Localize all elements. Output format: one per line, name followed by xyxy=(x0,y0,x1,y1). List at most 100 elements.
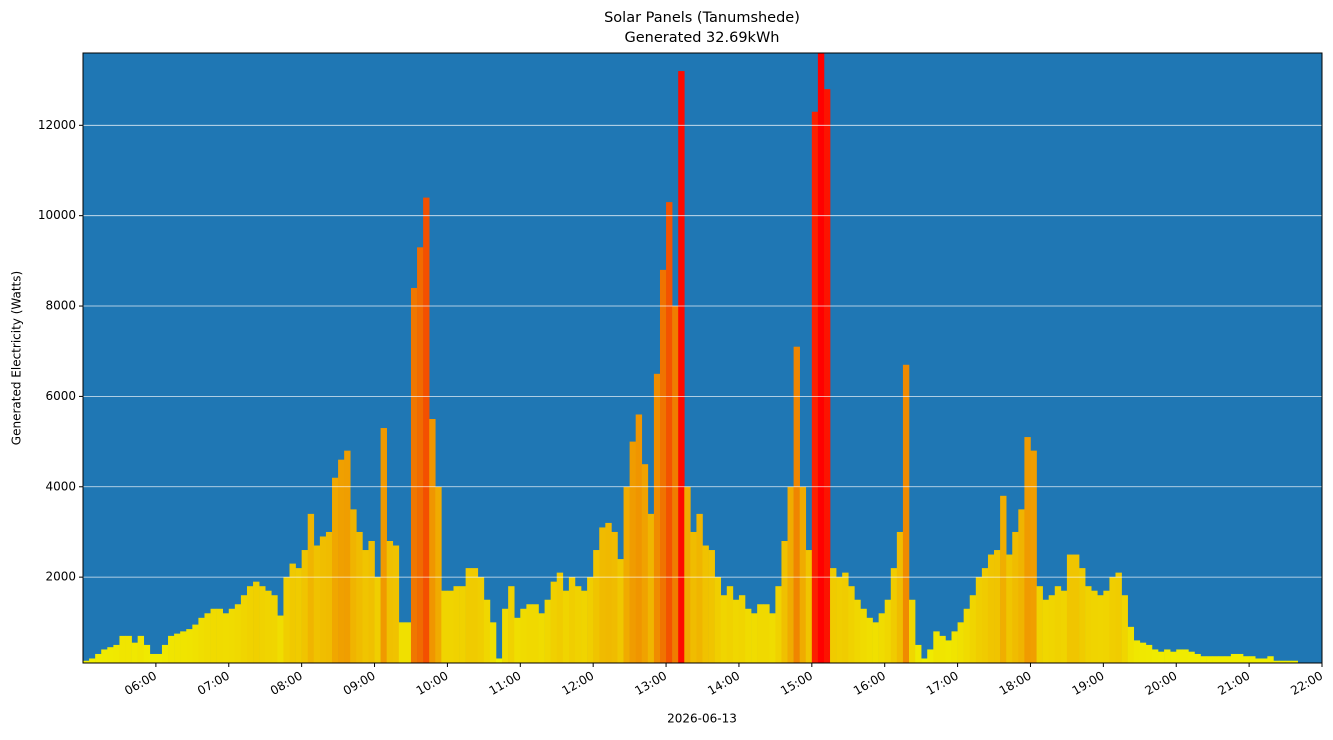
plot-frame xyxy=(82,52,1323,664)
bar xyxy=(933,631,940,663)
bar xyxy=(617,559,624,663)
x-tick-label: 15:00 xyxy=(778,669,815,698)
bar xyxy=(902,364,910,663)
bar xyxy=(198,617,205,663)
bar xyxy=(544,599,551,663)
bar xyxy=(398,622,406,663)
bar xyxy=(453,586,460,663)
bar xyxy=(1182,649,1189,663)
bar xyxy=(325,531,333,663)
bar xyxy=(1249,656,1256,663)
bar xyxy=(538,613,545,663)
bar xyxy=(975,577,983,663)
bar xyxy=(95,653,102,663)
bar xyxy=(502,608,509,663)
bar xyxy=(1018,509,1025,663)
bar xyxy=(1042,599,1049,663)
bar xyxy=(429,419,436,663)
bar xyxy=(666,202,673,663)
bar xyxy=(283,577,290,663)
bar xyxy=(319,536,327,663)
bar xyxy=(368,541,375,663)
y-tick-label: 12000 xyxy=(38,118,76,132)
bar xyxy=(726,586,734,663)
bar xyxy=(1279,660,1286,663)
bar xyxy=(344,450,351,663)
bar xyxy=(532,604,539,663)
bar xyxy=(514,617,521,663)
bar xyxy=(362,550,369,663)
bar xyxy=(1145,644,1153,663)
bar xyxy=(1230,653,1238,663)
bar xyxy=(1036,586,1043,663)
bar xyxy=(854,599,861,663)
bar xyxy=(653,373,661,663)
bar xyxy=(763,604,770,663)
bar xyxy=(781,541,788,663)
bar xyxy=(271,595,278,663)
bar xyxy=(89,658,96,663)
bar xyxy=(611,531,618,663)
bar xyxy=(246,586,254,663)
x-axis-label: 2026-06-13 xyxy=(667,712,737,726)
bar xyxy=(574,586,582,663)
bar xyxy=(1206,656,1213,663)
bar xyxy=(1091,590,1098,663)
x-tick-label: 17:00 xyxy=(924,669,961,698)
bar xyxy=(732,599,740,663)
bar xyxy=(332,477,339,663)
x-tick-label: 21:00 xyxy=(1215,669,1252,698)
bar xyxy=(994,550,1001,663)
bar xyxy=(228,608,236,663)
bar xyxy=(635,414,643,663)
bar xyxy=(289,563,296,663)
bar xyxy=(277,615,284,663)
bar xyxy=(769,613,776,663)
y-tick-label: 6000 xyxy=(45,389,76,403)
bar xyxy=(623,486,630,663)
bar xyxy=(641,464,649,663)
chart-title: Solar Panels (Tanumshede) xyxy=(604,10,800,26)
bar xyxy=(259,586,266,663)
x-tick-label: 14:00 xyxy=(705,669,742,698)
bar xyxy=(83,660,90,663)
bar xyxy=(441,590,448,663)
bar xyxy=(125,635,132,663)
bar xyxy=(562,590,570,663)
bar xyxy=(168,635,175,663)
bar xyxy=(356,531,363,663)
bar xyxy=(890,568,898,663)
bar xyxy=(1267,656,1274,663)
bar xyxy=(1079,568,1086,663)
bar xyxy=(720,595,728,663)
bar xyxy=(738,595,746,663)
bar xyxy=(1012,531,1019,663)
bar xyxy=(265,590,272,663)
bar xyxy=(307,513,315,663)
bar xyxy=(1261,658,1268,663)
bar xyxy=(799,486,807,663)
bar xyxy=(404,622,412,663)
bar xyxy=(842,572,849,663)
bar xyxy=(301,550,309,663)
bar xyxy=(860,608,867,663)
bar xyxy=(483,599,491,663)
bar xyxy=(155,653,163,663)
bar xyxy=(489,622,497,663)
y-tick-label: 10000 xyxy=(38,208,76,222)
bar xyxy=(927,649,934,663)
bar xyxy=(848,586,855,663)
bar xyxy=(550,581,558,663)
x-tick-label: 16:00 xyxy=(851,669,888,698)
bar xyxy=(969,595,977,663)
bar xyxy=(1236,653,1244,663)
x-tick-label: 10:00 xyxy=(414,669,451,698)
bar xyxy=(1097,595,1104,663)
y-tick-label: 8000 xyxy=(45,299,76,313)
x-tick-label: 13:00 xyxy=(632,669,669,698)
bar xyxy=(811,111,819,664)
bar xyxy=(568,577,576,663)
bar xyxy=(1115,572,1122,663)
bar xyxy=(684,486,691,663)
